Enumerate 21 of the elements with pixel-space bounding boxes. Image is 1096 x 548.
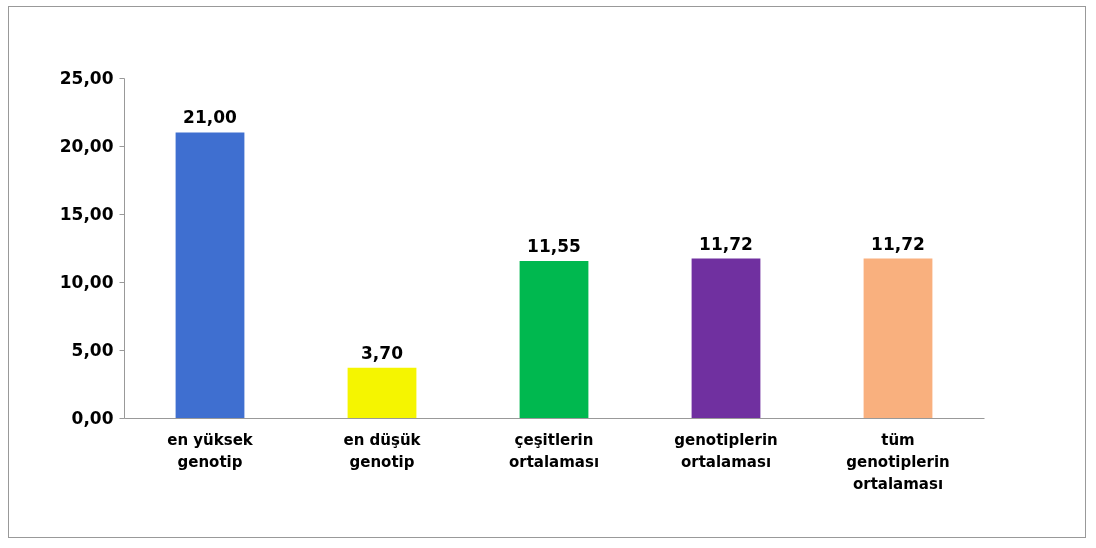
data-label: 11,72 <box>871 233 925 254</box>
x-tick-label: genotiplerin ortalaması <box>674 430 778 471</box>
data-label: 11,55 <box>527 235 581 256</box>
bar <box>347 367 417 418</box>
y-tick-label: 20,00 <box>59 135 114 156</box>
y-tick-label: 10,00 <box>59 271 114 292</box>
y-tick-label: 5,00 <box>71 339 114 360</box>
bar <box>175 132 245 418</box>
bar <box>691 258 761 418</box>
y-tick-label: 15,00 <box>59 203 114 224</box>
x-tick-label: tüm genotiplerin ortalaması <box>846 430 950 493</box>
bar <box>863 258 933 418</box>
data-label: 11,72 <box>699 233 753 254</box>
y-tick-label: 0,00 <box>71 407 114 428</box>
bar <box>519 260 589 418</box>
y-tick-label: 25,00 <box>59 67 114 88</box>
x-tick-label: en yüksek genotip <box>167 430 254 471</box>
x-tick-label: çeşitlerin ortalaması <box>508 430 600 471</box>
data-label: 3,70 <box>361 342 404 363</box>
data-label: 21,00 <box>183 107 238 128</box>
x-tick-label: en düşük genotip <box>343 430 422 471</box>
